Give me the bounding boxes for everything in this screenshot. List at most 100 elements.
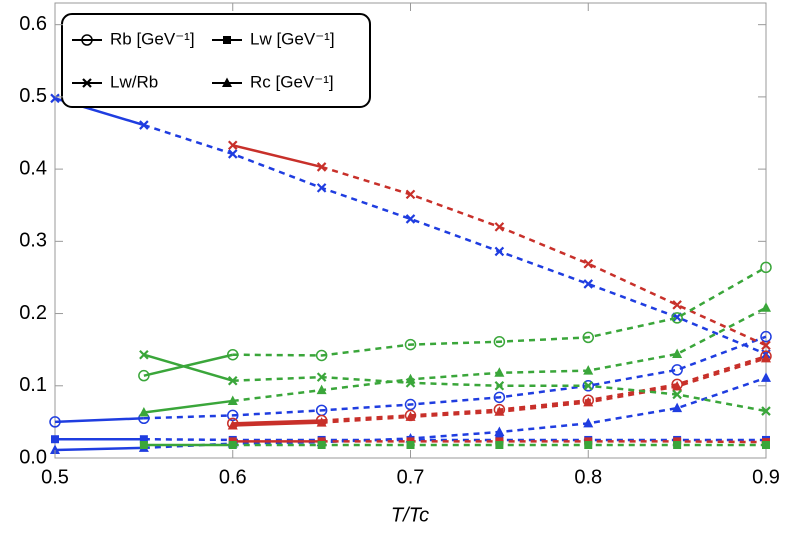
series-line bbox=[54, 417, 144, 424]
plot-area bbox=[49, 93, 772, 455]
y-tick-label: 0.4 bbox=[19, 157, 47, 179]
marker bbox=[316, 162, 327, 172]
marker bbox=[672, 389, 682, 400]
marker bbox=[227, 395, 238, 405]
series-line bbox=[143, 353, 234, 377]
series-line bbox=[232, 421, 322, 427]
marker bbox=[227, 149, 238, 159]
marker bbox=[404, 338, 417, 351]
marker bbox=[139, 441, 148, 449]
marker bbox=[762, 441, 770, 449]
marker bbox=[672, 402, 683, 413]
legend-label: Lw [GeV⁻¹] bbox=[250, 29, 335, 48]
series-line bbox=[143, 353, 234, 382]
marker bbox=[227, 140, 238, 151]
marker bbox=[139, 435, 148, 444]
y-tick-label: 0.6 bbox=[19, 13, 47, 35]
x-tick-label: 0.6 bbox=[219, 466, 247, 488]
marker bbox=[583, 258, 594, 269]
series-line bbox=[232, 266, 767, 357]
marker bbox=[139, 120, 149, 130]
marker bbox=[671, 364, 683, 376]
marker bbox=[672, 381, 683, 391]
marker bbox=[494, 222, 505, 232]
marker bbox=[51, 435, 59, 444]
marker bbox=[316, 183, 327, 193]
marker bbox=[761, 406, 771, 416]
series-line bbox=[143, 123, 767, 356]
marker bbox=[761, 352, 771, 363]
series-line bbox=[143, 335, 767, 420]
marker bbox=[761, 302, 771, 312]
series-line bbox=[232, 144, 322, 169]
marker bbox=[139, 349, 149, 360]
legend: Rb [GeV⁻¹] Lw [GeV⁻¹] Lw/Rb Rc [GeV⁻¹] bbox=[61, 13, 371, 108]
x-tick-label: 0.7 bbox=[397, 466, 425, 488]
marker bbox=[672, 300, 682, 310]
x-axis-label: T/Tc bbox=[391, 504, 429, 526]
x-tick-label: 0.8 bbox=[574, 466, 602, 488]
marker bbox=[673, 441, 682, 449]
marker bbox=[583, 279, 594, 289]
legend-marker bbox=[222, 77, 232, 87]
marker bbox=[404, 398, 417, 411]
marker bbox=[672, 348, 683, 358]
legend-marker bbox=[82, 78, 92, 88]
marker bbox=[494, 406, 505, 416]
marker bbox=[227, 375, 238, 386]
marker bbox=[405, 373, 416, 384]
marker bbox=[227, 420, 238, 430]
marker bbox=[316, 372, 327, 382]
marker bbox=[583, 381, 594, 391]
marker bbox=[406, 441, 415, 449]
y-tick-label: 0.1 bbox=[19, 374, 47, 396]
series-line bbox=[143, 376, 767, 450]
y-tick-label: 0.2 bbox=[19, 302, 47, 324]
marker bbox=[138, 369, 150, 382]
y-tick-label: 0.3 bbox=[19, 230, 47, 252]
legend-label: Lw/Rb bbox=[110, 72, 158, 91]
y-tick-label: 0.0 bbox=[19, 446, 47, 468]
marker bbox=[49, 416, 61, 428]
marker bbox=[582, 380, 594, 392]
marker bbox=[227, 348, 239, 361]
marker bbox=[583, 396, 594, 407]
series-line bbox=[321, 165, 767, 347]
marker bbox=[760, 330, 772, 343]
marker bbox=[494, 367, 505, 377]
marker bbox=[405, 189, 416, 200]
x-tick-label: 0.9 bbox=[752, 466, 780, 488]
legend-marker bbox=[81, 34, 93, 46]
marker bbox=[228, 441, 237, 449]
marker bbox=[583, 365, 594, 375]
legend-marker bbox=[223, 36, 231, 44]
series-line bbox=[321, 440, 767, 444]
marker bbox=[494, 246, 505, 257]
y-tick-label: 0.5 bbox=[19, 85, 47, 107]
marker bbox=[138, 407, 149, 417]
marker bbox=[494, 426, 505, 436]
legend-label: Rb [GeV⁻¹] bbox=[110, 29, 195, 48]
marker bbox=[493, 335, 506, 348]
marker bbox=[405, 411, 416, 421]
x-tick-label: 0.5 bbox=[41, 466, 69, 488]
marker bbox=[50, 93, 60, 104]
series-line bbox=[232, 419, 322, 425]
marker bbox=[405, 214, 416, 224]
marker bbox=[495, 441, 504, 449]
marker bbox=[315, 349, 328, 362]
marker bbox=[671, 312, 683, 324]
legend-box bbox=[61, 13, 371, 108]
series-line bbox=[321, 357, 767, 424]
marker bbox=[761, 340, 771, 351]
marker bbox=[50, 444, 60, 455]
legend-label: Rc [GeV⁻¹] bbox=[250, 72, 334, 91]
marker bbox=[583, 417, 594, 428]
marker bbox=[582, 331, 594, 344]
marker bbox=[316, 417, 327, 427]
marker bbox=[494, 381, 505, 391]
series-line bbox=[54, 446, 144, 452]
marker bbox=[317, 441, 326, 449]
